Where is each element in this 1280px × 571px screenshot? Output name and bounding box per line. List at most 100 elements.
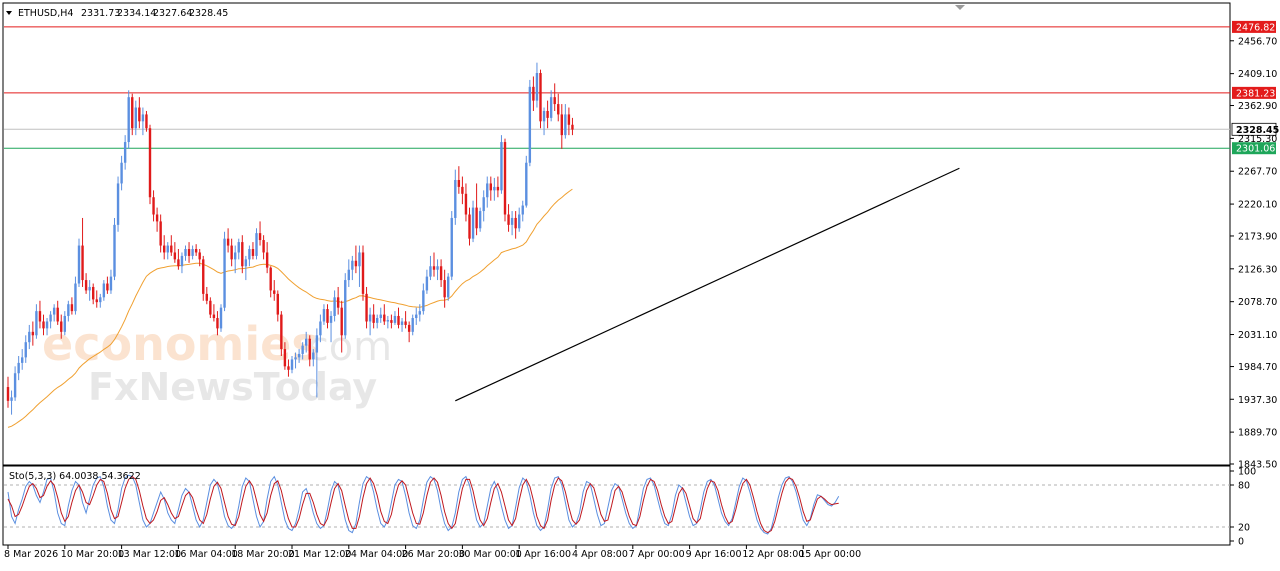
candle-body	[436, 266, 439, 270]
candle-body	[407, 324, 411, 332]
stochastic-tick-label: 100	[1238, 467, 1256, 478]
candle-body	[120, 162, 123, 184]
candle-body	[546, 110, 549, 118]
stochastic-d-line	[7, 475, 839, 534]
price-level-tag	[1231, 122, 1277, 136]
candle-body	[507, 214, 510, 225]
stochastic-k-line	[7, 474, 840, 535]
horizontal-levels	[4, 26, 1230, 149]
dropdown-triangle-icon[interactable]	[6, 11, 12, 15]
candle-body	[60, 321, 63, 332]
candle-body	[521, 205, 524, 215]
candle-body	[376, 318, 379, 323]
candle-body	[283, 349, 287, 367]
candle-body	[361, 252, 365, 294]
candle-body	[184, 249, 187, 256]
candle-body	[230, 245, 233, 260]
candle-body	[173, 252, 177, 260]
scroll-marker-icon[interactable]	[955, 5, 965, 10]
candle-body	[49, 314, 52, 322]
candle-body	[553, 97, 556, 105]
candle-body	[138, 107, 141, 122]
candle-body	[237, 242, 240, 253]
candle-body	[145, 114, 148, 129]
candle-body	[70, 304, 74, 312]
time-tick-label: 18 Mar 20:00	[231, 549, 294, 560]
time-tick-label: 15 Apr 00:00	[799, 549, 861, 560]
price-level-tag-label: 2328.45	[1236, 125, 1279, 136]
candle-body	[294, 357, 297, 360]
candle-body	[134, 107, 137, 129]
ohlc-low: 2327.64	[153, 8, 192, 19]
candlesticks	[6, 62, 574, 415]
candle-body	[123, 142, 127, 163]
candle-body	[131, 97, 134, 129]
candle-body	[340, 307, 343, 336]
candle-body	[539, 73, 542, 122]
price-pane[interactable]	[2, 2, 1231, 466]
candle-body	[567, 114, 571, 125]
candle-body	[99, 297, 102, 303]
candle-body	[155, 214, 159, 222]
candle-body	[88, 286, 91, 291]
candle-body	[45, 321, 49, 329]
time-tick-label: 1 Apr 16:00	[515, 549, 571, 560]
price-tick-label: 2126.30	[1238, 264, 1277, 275]
candle-body	[262, 240, 265, 253]
stochastic-label: Sto(5,3,3) 64.0038 54.3622	[9, 471, 141, 482]
price-tick-label: 2315.30	[1238, 134, 1277, 145]
stochastic-tick-label: 0	[1238, 537, 1244, 548]
candle-body	[63, 315, 66, 332]
candle-body	[241, 242, 244, 267]
time-tick-label: 12 Apr 08:00	[742, 549, 804, 560]
candle-body	[38, 311, 42, 322]
price-level-tag	[1232, 142, 1276, 155]
price-tick-label: 1843.50	[1238, 460, 1277, 471]
candle-body	[180, 255, 184, 267]
candle-body	[486, 183, 489, 198]
candle-body	[372, 314, 375, 323]
candle-body	[351, 260, 354, 270]
candle-body	[447, 276, 450, 298]
candle-body	[415, 314, 418, 319]
candle-body	[248, 249, 251, 260]
candle-body	[305, 338, 308, 346]
candle-body	[393, 315, 397, 323]
price-axis: 2456.70 2409.10 2362.90 2315.30 2267.70 2220.…	[1230, 20, 1279, 471]
stochastic-pane[interactable]	[2, 465, 1231, 546]
candle-body	[525, 162, 528, 206]
candle-body	[209, 300, 212, 315]
candle-body	[258, 233, 262, 241]
time-tick-label: 9 Apr 16:00	[686, 549, 742, 560]
svg-text:FxNewsToday: FxNewsToday	[88, 365, 377, 409]
time-tick-label: 4 Apr 08:00	[572, 549, 628, 560]
candle-body	[439, 266, 443, 281]
candle-body	[191, 249, 194, 256]
candle-body	[216, 318, 219, 329]
candle-body	[400, 321, 404, 325]
candle-body	[329, 315, 333, 323]
candle-body	[390, 320, 393, 323]
price-tick-label: 2173.90	[1238, 231, 1277, 242]
price-level-tag-label: 2381.23	[1236, 88, 1275, 99]
price-level-tag	[1232, 86, 1276, 99]
candle-body	[347, 269, 350, 281]
candle-body	[102, 283, 106, 298]
candle-body	[468, 214, 471, 239]
candle-body	[454, 179, 457, 218]
candle-body	[194, 249, 198, 253]
candle-body	[127, 97, 130, 143]
candle-body	[326, 309, 329, 323]
candle-body	[74, 283, 77, 312]
candle-body	[404, 321, 407, 325]
candle-body	[489, 183, 492, 191]
candle-body	[418, 311, 421, 315]
candle-body	[450, 217, 453, 277]
candle-body	[202, 259, 205, 294]
candle-body	[287, 366, 290, 370]
candle-body	[461, 186, 464, 194]
ohlc-open: 2331.73	[81, 8, 120, 19]
candle-body	[273, 290, 276, 294]
candle-body	[557, 104, 560, 115]
